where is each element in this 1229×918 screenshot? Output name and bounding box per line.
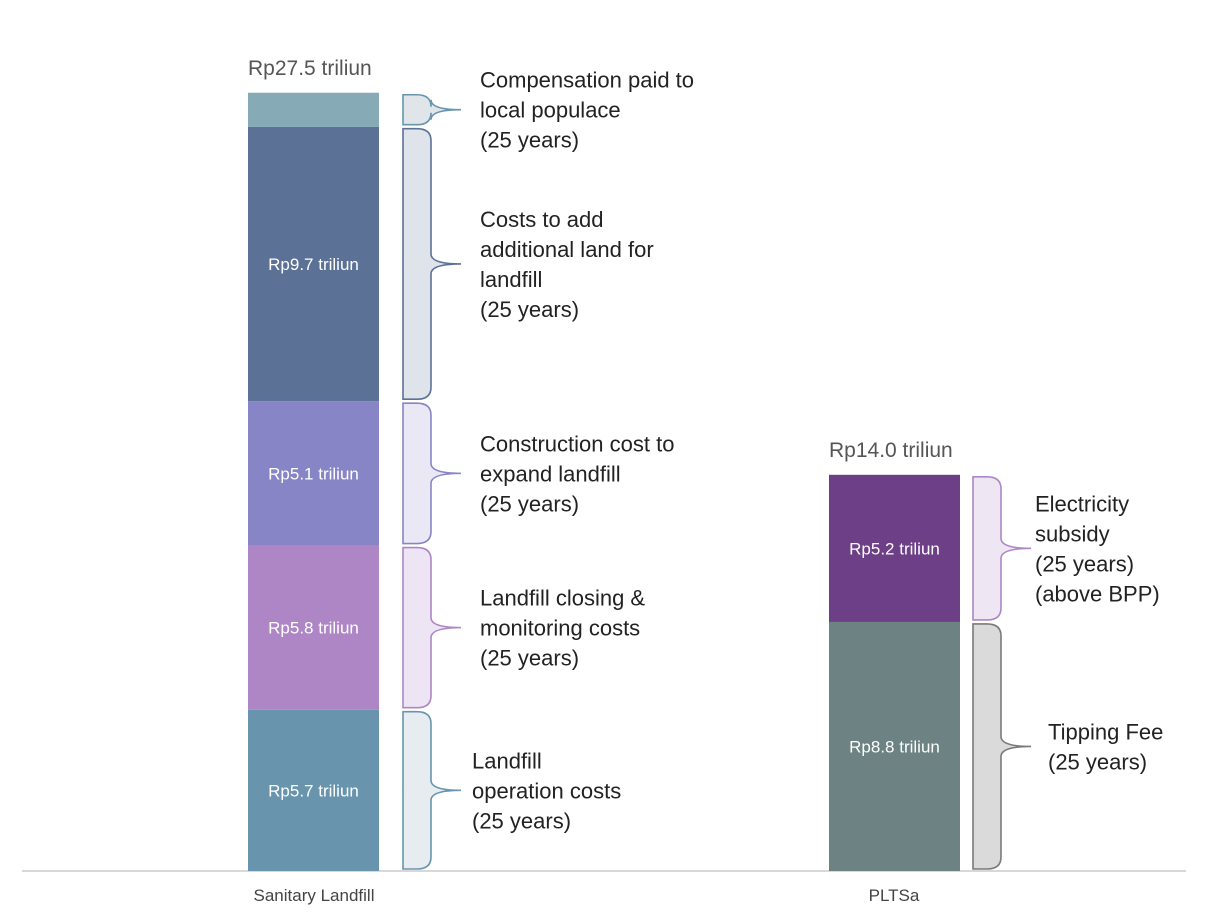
segment-brace: [972, 476, 1032, 621]
segment-annotation-line: (25 years): [480, 128, 579, 153]
segment-annotation-line: (25 years): [480, 297, 579, 322]
bar-segment: [248, 92, 379, 127]
segment-annotation-line: Compensation paid to: [480, 68, 694, 93]
segment-brace: [402, 127, 462, 401]
bar-total-label: Rp14.0 triliun: [829, 439, 953, 462]
bar-value-label: Rp9.7 triliun: [268, 255, 359, 274]
segment-annotation-line: Construction cost to: [480, 431, 674, 456]
bar-value-label: Rp5.2 triliun: [849, 539, 940, 558]
segment-annotation-line: (25 years): [480, 491, 579, 516]
bar-value-label: Rp5.8 triliun: [268, 619, 359, 638]
category-label: Sanitary Landfill: [254, 886, 375, 905]
segment-annotation-line: Landfill: [472, 748, 542, 773]
bar-segment: [248, 126, 379, 402]
segment-brace: [402, 93, 462, 126]
category-label: PLTSa: [869, 886, 920, 905]
bar-segment: [248, 709, 379, 871]
bar-segment: [829, 621, 960, 871]
segment-annotation-line: (25 years): [472, 808, 571, 833]
segment-annotation-line: landfill: [480, 267, 542, 292]
segment-brace: [402, 546, 462, 709]
segment-annotation-line: Electricity: [1035, 491, 1129, 516]
bar-segment: [248, 401, 379, 546]
segment-annotation-line: expand landfill: [480, 461, 621, 486]
segment-annotation-line: monitoring costs: [480, 616, 640, 641]
segment-annotation-line: Landfill closing &: [480, 586, 645, 611]
segment-brace: [402, 710, 462, 870]
segment-annotation-line: (25 years): [1048, 749, 1147, 774]
bar-total-label: Rp27.5 triliun: [248, 57, 372, 80]
segment-annotation-line: (above BPP): [1035, 581, 1160, 606]
segment-annotation-line: additional land for: [480, 237, 654, 262]
segment-annotation-line: subsidy: [1035, 521, 1110, 546]
segment-brace: [402, 402, 462, 545]
segment-annotation-line: (25 years): [480, 646, 579, 671]
segment-annotation-line: Costs to add: [480, 207, 604, 232]
bar-segment: [248, 545, 379, 710]
segment-annotation-line: Tipping Fee: [1048, 719, 1163, 744]
bar-value-label: Rp5.7 triliun: [268, 781, 359, 800]
bar-value-label: Rp5.1 triliun: [268, 464, 359, 483]
segment-annotation-line: (25 years): [1035, 551, 1134, 576]
segment-brace: [972, 623, 1032, 870]
bar-value-label: Rp8.8 triliun: [849, 737, 940, 756]
segment-annotation-line: local populace: [480, 98, 621, 123]
bar-segment: [829, 474, 960, 622]
segment-annotation-line: operation costs: [472, 778, 621, 803]
